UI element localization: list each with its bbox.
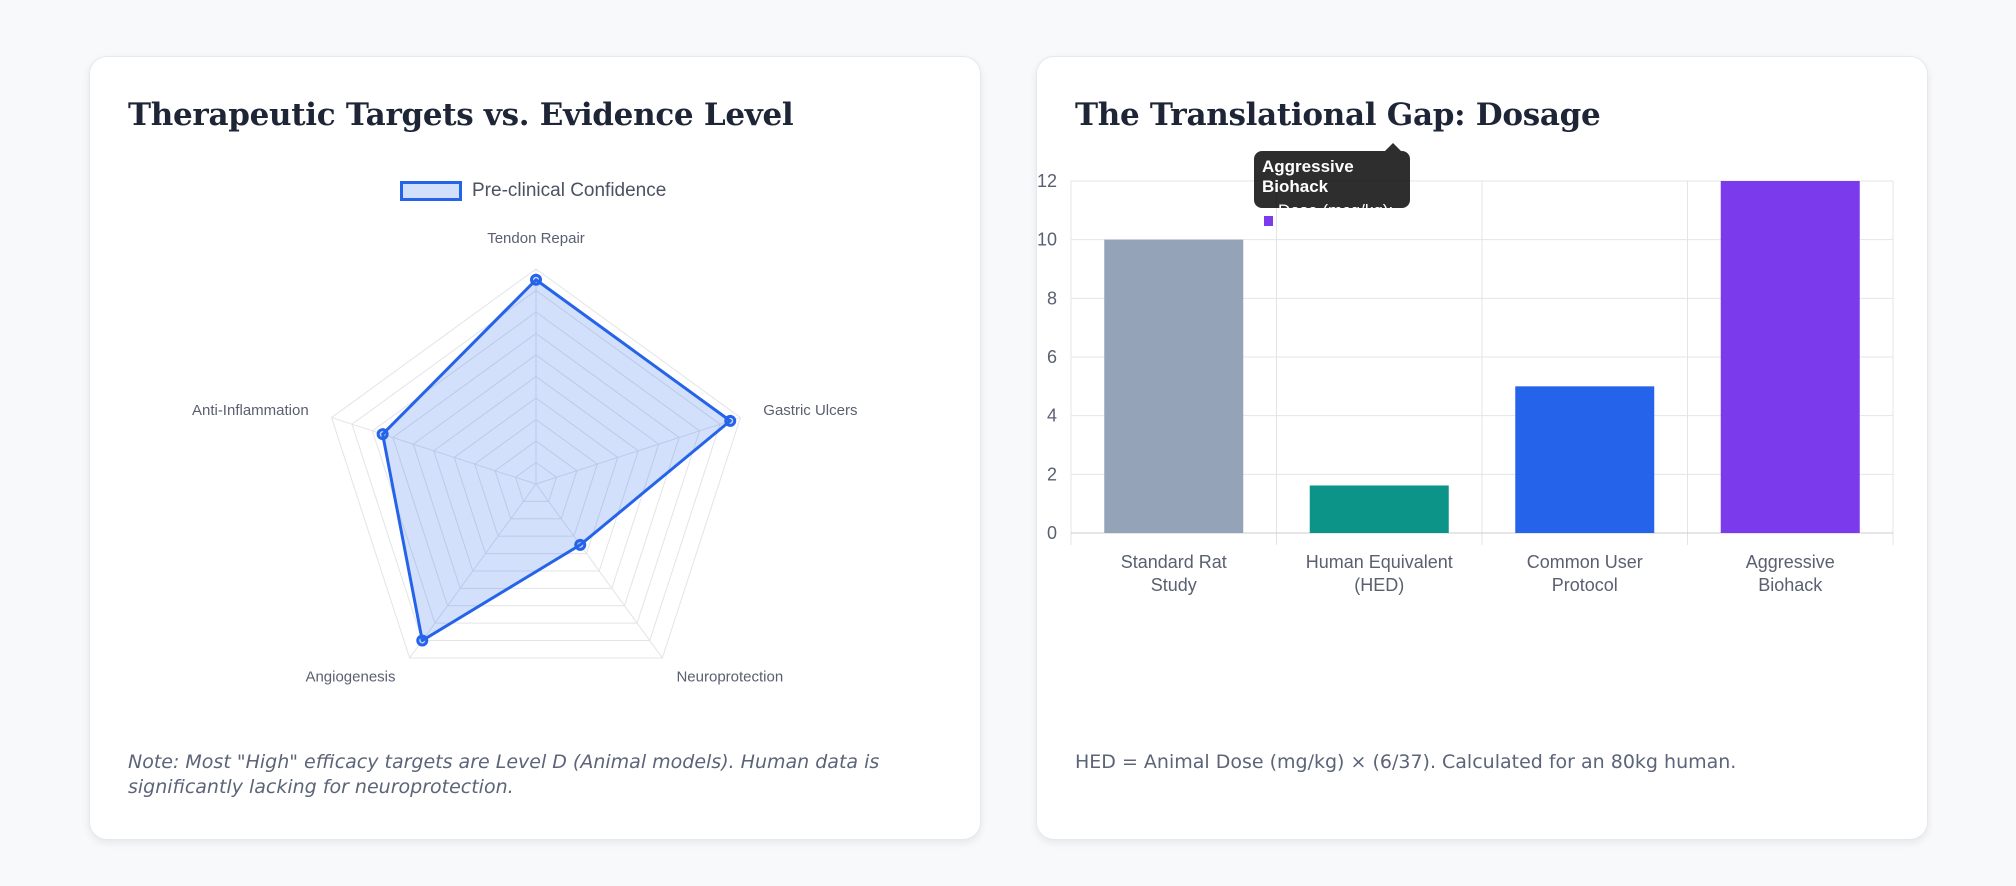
radar-chart-card: Therapeutic Targets vs. Evidence Level P… xyxy=(89,56,981,840)
bar-chart: 0 2 4 6 8 10 12 Standard Rat Study Human Equivale… xyxy=(1037,171,1894,595)
bar xyxy=(1720,181,1860,533)
radar-grid-ring xyxy=(392,332,680,607)
radar-legend[interactable]: Pre-clinical Confidence xyxy=(400,179,666,203)
radar-grid-ring xyxy=(351,289,721,642)
x-tick-label: Standard Rat Study xyxy=(1121,552,1227,595)
radar-axis-label: Neuroprotection xyxy=(676,668,783,685)
tooltip-title: Aggressive Biohack xyxy=(1262,157,1354,196)
radar-point xyxy=(574,538,587,551)
x-tick-label-line: Study xyxy=(1151,575,1197,595)
y-tick-label: 4 xyxy=(1047,406,1057,426)
radar-point xyxy=(530,273,542,286)
radar-point xyxy=(416,634,429,647)
radar-spoke xyxy=(409,483,537,659)
radar-chart-title: Therapeutic Targets vs. Evidence Level xyxy=(128,97,794,133)
radar-spoke xyxy=(535,417,741,485)
radar-grid-ring xyxy=(514,461,558,502)
x-tick-label-line: Protocol xyxy=(1552,575,1618,595)
tooltip-label: Dose (mcg/kg): 12 xyxy=(1277,201,1394,240)
radar-chart: Tendon Repair Gastric Ulcers Neuroprotecti… xyxy=(192,230,858,685)
x-tick-label: Common User Protocol xyxy=(1527,552,1643,595)
radar-grid-ring xyxy=(474,418,598,537)
bar xyxy=(1309,485,1449,533)
radar-note: Note: Most "High" efficacy targets are L… xyxy=(128,751,880,798)
y-tick-label: 2 xyxy=(1047,464,1057,484)
x-tick-label: Aggressive Biohack xyxy=(1746,552,1835,595)
y-tick-label: 12 xyxy=(1037,171,1057,191)
radar-grid-ring xyxy=(412,354,660,589)
tooltip-arrow xyxy=(1385,143,1401,151)
x-tick-label-line: Aggressive xyxy=(1746,552,1835,572)
bar xyxy=(1515,386,1655,533)
radar-grid-ring xyxy=(371,311,701,624)
radar-axis-label: Anti-Inflammation xyxy=(192,402,309,419)
bar-chart-card: The Translational Gap: Dosage 0 2 4 6 8 10 12 S… xyxy=(1036,56,1928,840)
legend-swatch xyxy=(400,181,462,201)
radar-point xyxy=(376,428,389,441)
x-tick-label-line: Biohack xyxy=(1758,575,1823,595)
x-tick-label-line: Human Equivalent xyxy=(1306,552,1453,572)
y-tick-label: 10 xyxy=(1037,230,1057,250)
radar-axis-label: Gastric Ulcers xyxy=(763,402,857,419)
radar-grid-ring xyxy=(330,268,742,659)
legend-label: Pre-clinical Confidence xyxy=(472,180,667,201)
tooltip-swatch xyxy=(1262,214,1275,228)
radar-spoke xyxy=(331,417,537,485)
y-tick-label: 0 xyxy=(1047,523,1057,543)
radar-series-area xyxy=(381,278,732,643)
x-tick-label: Human Equivalent (HED) xyxy=(1306,552,1453,595)
dosage-caption: HED = Animal Dose (mg/kg) × (6/37). Calc… xyxy=(1075,751,1737,773)
y-tick-label: 8 xyxy=(1047,288,1057,308)
x-tick-label-line: Standard Rat xyxy=(1121,552,1227,572)
bar-tooltip: Aggressive Biohack Dose (mcg/kg): 12 xyxy=(1254,143,1410,240)
tooltip-row: Dose (mcg/kg): 12 xyxy=(1262,201,1402,241)
radar-axis-label: Angiogenesis xyxy=(305,668,395,685)
y-tick-label: 6 xyxy=(1047,347,1057,367)
bar xyxy=(1104,239,1244,533)
radar-grid-ring xyxy=(494,440,578,520)
radar-spoke xyxy=(535,483,663,659)
radar-grid-ring xyxy=(453,397,619,555)
bar-chart-title: The Translational Gap: Dosage xyxy=(1075,97,1601,133)
x-tick-label-line: (HED) xyxy=(1354,575,1404,595)
x-tick-label-line: Common User xyxy=(1527,552,1643,572)
radar-axis-label: Tendon Repair xyxy=(487,230,585,247)
radar-point xyxy=(724,414,737,427)
